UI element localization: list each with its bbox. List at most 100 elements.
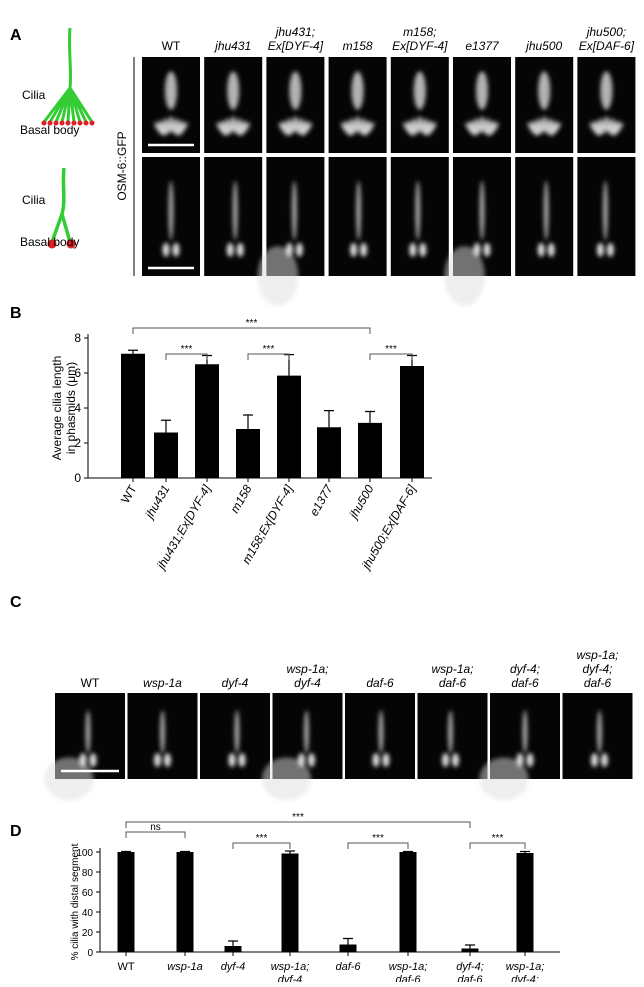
panel-letter: A xyxy=(10,27,22,44)
micrograph xyxy=(453,57,511,153)
error-bar xyxy=(228,940,238,946)
y-tick-label: 4 xyxy=(74,401,81,415)
significance-label: *** xyxy=(385,344,397,355)
column-label: jhu431 xyxy=(213,39,251,53)
signal-blob xyxy=(479,180,485,241)
signal-blob xyxy=(158,120,167,136)
error-bar xyxy=(243,414,253,429)
signal-blob xyxy=(220,120,229,136)
micrograph xyxy=(44,693,125,801)
signal-blob xyxy=(608,118,614,134)
error-bar xyxy=(128,349,138,354)
signal-blob xyxy=(452,753,459,768)
signal-blob xyxy=(239,122,250,136)
micrograph xyxy=(204,57,263,153)
column-label: jhu500; xyxy=(585,25,626,39)
signal xyxy=(589,71,623,136)
y-tick-label: 100 xyxy=(76,848,93,859)
cilia-diagram-bottom xyxy=(50,167,72,243)
haze xyxy=(444,246,485,306)
error-bar xyxy=(465,944,475,949)
micrograph xyxy=(444,157,511,306)
signal xyxy=(341,71,375,136)
y-tick-label: 60 xyxy=(82,888,94,899)
signal xyxy=(372,710,390,768)
column-label: dyf-4; xyxy=(582,662,612,676)
significance-label: *** xyxy=(492,833,504,844)
micrograph xyxy=(390,57,449,153)
bar xyxy=(400,366,424,478)
signal-blob xyxy=(382,753,390,768)
signal-blob xyxy=(345,120,354,136)
micrograph xyxy=(257,157,325,306)
panel-letter: C xyxy=(10,594,22,611)
bar xyxy=(195,364,219,478)
signal-blob xyxy=(412,118,419,134)
signal xyxy=(262,710,315,801)
significance-bracket xyxy=(469,842,526,849)
column-label: dyf-4 xyxy=(294,676,321,690)
y-axis-label: in phasmids (μm) xyxy=(64,362,78,454)
signal-blob xyxy=(594,120,603,136)
micrograph xyxy=(142,57,200,153)
error-bar xyxy=(180,850,190,853)
micrograph xyxy=(345,693,415,779)
signal-blob xyxy=(168,116,174,133)
bar xyxy=(317,427,341,478)
significance-label: ns xyxy=(150,822,161,833)
y-tick-label: 6 xyxy=(74,366,81,380)
signal-blob xyxy=(154,753,161,768)
signal-blob xyxy=(350,242,358,257)
x-tick-label: daf-6 xyxy=(457,974,483,982)
signal xyxy=(465,71,499,136)
signal-blob xyxy=(359,118,366,134)
signal-blob xyxy=(538,71,551,110)
signal-blob xyxy=(486,120,495,136)
signal-blob xyxy=(591,753,598,768)
column-label: dyf-4 xyxy=(222,676,249,690)
y-tick-label: 2 xyxy=(74,436,81,450)
signal-blob xyxy=(543,180,549,241)
error-bar xyxy=(324,410,334,428)
haze xyxy=(262,757,311,801)
signal-blob xyxy=(474,118,481,134)
error-bar xyxy=(161,419,171,433)
signal-blob xyxy=(479,116,485,133)
signal-blob xyxy=(589,122,601,136)
signal-blob xyxy=(341,122,352,136)
signal-blob xyxy=(602,180,608,241)
x-tick-label: wsp-1a xyxy=(167,961,202,973)
micrograph xyxy=(328,157,387,276)
signal xyxy=(537,180,555,257)
signal-blob xyxy=(597,710,602,754)
signal-blob xyxy=(287,118,294,134)
error-bar xyxy=(520,850,530,853)
signal-blob xyxy=(424,120,433,136)
y-axis-label: Average cilia length xyxy=(50,356,64,461)
micrograph xyxy=(200,693,270,779)
signal-blob xyxy=(488,122,499,136)
signal-blob xyxy=(476,71,488,110)
signal-blob xyxy=(230,116,236,133)
error-bar xyxy=(121,850,131,853)
diagram-label: Cilia xyxy=(22,88,46,102)
signal-blob xyxy=(407,120,416,136)
significance-bracket xyxy=(247,353,290,360)
signal-blob xyxy=(301,122,312,136)
significance-bracket xyxy=(125,821,471,828)
signal-blob xyxy=(226,242,234,257)
signal xyxy=(350,180,368,257)
signal-blob xyxy=(232,180,238,241)
signal-blob xyxy=(227,71,240,110)
signal xyxy=(216,71,250,136)
micrograph xyxy=(577,57,636,153)
signal-blob xyxy=(483,242,491,257)
signal xyxy=(226,180,244,257)
significance-bracket xyxy=(369,353,413,360)
bar xyxy=(399,852,417,952)
signal-blob xyxy=(550,122,561,136)
signal-blob xyxy=(536,118,543,134)
signal-blob xyxy=(545,118,552,134)
signal-blob xyxy=(164,753,171,768)
